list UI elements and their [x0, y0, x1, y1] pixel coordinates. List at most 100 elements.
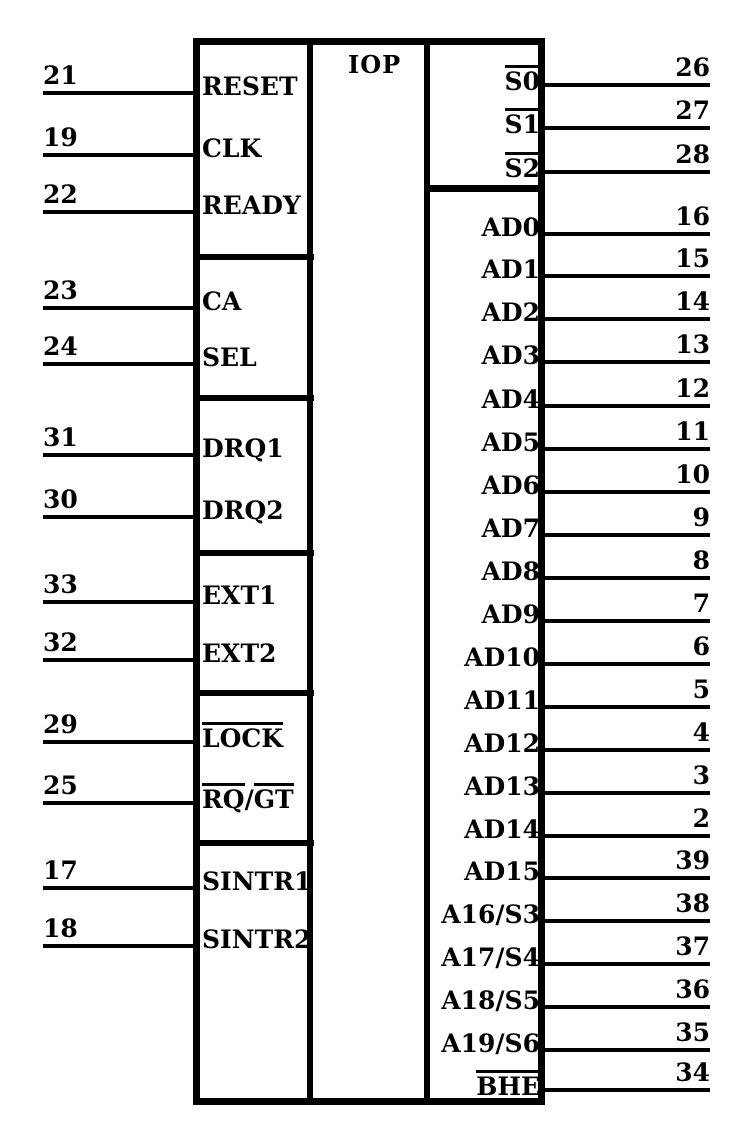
pin-number-25: 25	[43, 771, 78, 800]
pin-lead-ad11	[542, 705, 710, 709]
device-title: IOP	[348, 50, 402, 79]
pin-lead-ad6	[542, 490, 710, 494]
section-divider-left-0	[193, 254, 314, 260]
pin-number-33: 33	[43, 570, 78, 599]
signal-label-ad13: AD13	[464, 772, 540, 801]
signal-label-ext1: EXT1	[202, 581, 277, 610]
pin-lead-ad7	[542, 533, 710, 537]
pin-lead-ready	[43, 210, 196, 214]
pin-number-22: 22	[43, 180, 78, 209]
pin-lead-ad12	[542, 748, 710, 752]
signal-label-a17-s4: A17/S4	[441, 943, 540, 972]
pin-lead-s2	[542, 170, 710, 174]
pin-lead-a17-s4	[542, 962, 710, 966]
pin-number-21: 21	[43, 61, 78, 90]
pin-number-13: 13	[675, 330, 710, 359]
pin-lead-ad1	[542, 274, 710, 278]
signal-label-bhe: BHE	[476, 1070, 540, 1101]
pin-number-7: 7	[692, 589, 710, 618]
pin-lead-ad8	[542, 576, 710, 580]
pin-number-11: 11	[675, 417, 710, 446]
pin-number-36: 36	[675, 975, 710, 1004]
signal-label-ad9: AD9	[481, 600, 540, 629]
pin-number-32: 32	[43, 628, 78, 657]
signal-label-drq1: DRQ1	[202, 434, 284, 463]
pin-lead-ad0	[542, 232, 710, 236]
pin-lead-a19-s6	[542, 1048, 710, 1052]
pin-number-19: 19	[43, 123, 78, 152]
pin-number-37: 37	[675, 932, 710, 961]
pin-lead-ca	[43, 306, 196, 310]
pin-number-39: 39	[675, 846, 710, 875]
pin-number-29: 29	[43, 710, 78, 739]
pin-number-31: 31	[43, 423, 78, 452]
column-divider-left	[307, 38, 313, 1105]
pin-lead-sintr1	[43, 886, 196, 890]
pin-number-3: 3	[692, 761, 710, 790]
signal-label-s2: S2	[504, 152, 540, 183]
signal-label-sel: SEL	[202, 343, 257, 372]
pin-number-18: 18	[43, 914, 78, 943]
pin-lead-ad15	[542, 876, 710, 880]
signal-label-reset: RESET	[202, 72, 298, 101]
pin-number-4: 4	[692, 718, 710, 747]
signal-label-ready: READY	[202, 191, 301, 220]
pin-number-23: 23	[43, 276, 78, 305]
pin-number-2: 2	[692, 804, 710, 833]
signal-label-ad5: AD5	[481, 428, 540, 457]
pin-number-10: 10	[675, 460, 710, 489]
signal-label-ad10: AD10	[464, 643, 540, 672]
signal-label-ad0: AD0	[481, 213, 540, 242]
signal-label-ca: CA	[202, 287, 242, 316]
pin-lead-ad5	[542, 447, 710, 451]
signal-label-ad6: AD6	[481, 471, 540, 500]
pin-lead-ad2	[542, 317, 710, 321]
signal-label-a16-s3: A16/S3	[441, 900, 540, 929]
pin-number-34: 34	[675, 1058, 710, 1087]
pin-lead-a16-s3	[542, 919, 710, 923]
pin-lead-ad3	[542, 360, 710, 364]
pin-lead-ext1	[43, 600, 196, 604]
pin-lead-s1	[542, 126, 710, 130]
section-divider-left-2	[193, 550, 314, 556]
signal-label-a19-s6: A19/S6	[441, 1029, 540, 1058]
pin-lead-ad9	[542, 619, 710, 623]
section-divider-right	[424, 185, 545, 192]
pin-number-14: 14	[675, 287, 710, 316]
pin-number-17: 17	[43, 856, 78, 885]
pin-number-8: 8	[692, 546, 710, 575]
signal-label-sintr2: SINTR2	[202, 925, 312, 954]
pin-number-15: 15	[675, 244, 710, 273]
signal-label-ad1: AD1	[481, 255, 540, 284]
pin-lead-ad4	[542, 404, 710, 408]
pin-lead-drq1	[43, 453, 196, 457]
pin-lead-clk	[43, 153, 196, 157]
section-divider-left-3	[193, 690, 314, 696]
pin-number-9: 9	[692, 503, 710, 532]
signal-label-rq-gt: RQ/GT	[202, 783, 294, 814]
pin-lead-bhe	[542, 1088, 710, 1092]
pin-lead-drq2	[43, 515, 196, 519]
signal-label-ad3: AD3	[481, 341, 540, 370]
pin-lead-ad10	[542, 662, 710, 666]
pin-number-35: 35	[675, 1018, 710, 1047]
pin-lead-reset	[43, 91, 196, 95]
pin-number-26: 26	[675, 53, 710, 82]
signal-label-ad12: AD12	[464, 729, 540, 758]
pin-lead-a18-s5	[542, 1005, 710, 1009]
chip-outline	[193, 38, 545, 1105]
signal-label-ext2: EXT2	[202, 639, 277, 668]
signal-label-lock: LOCK	[202, 722, 283, 753]
signal-label-s1: S1	[504, 108, 540, 139]
pin-number-5: 5	[692, 675, 710, 704]
signal-label-ad15: AD15	[464, 857, 540, 886]
signal-label-ad11: AD11	[464, 686, 540, 715]
section-divider-left-1	[193, 395, 314, 401]
pin-lead-ad14	[542, 834, 710, 838]
signal-label-ad14: AD14	[464, 815, 540, 844]
pin-number-27: 27	[675, 96, 710, 125]
pin-number-24: 24	[43, 332, 78, 361]
signal-label-s0: S0	[504, 65, 540, 96]
pin-lead-rq-gt	[43, 801, 196, 805]
